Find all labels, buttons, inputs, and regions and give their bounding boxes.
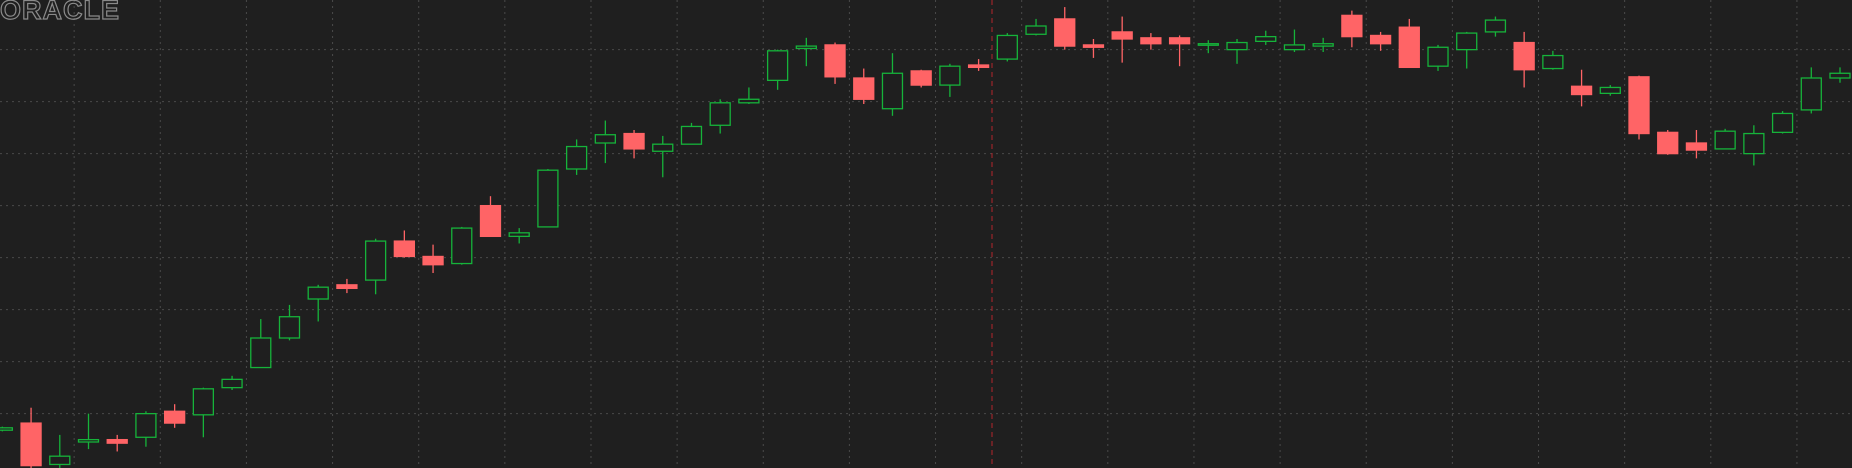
candle-body bbox=[106, 438, 128, 444]
candle-body bbox=[1829, 72, 1851, 79]
candle-body bbox=[1226, 41, 1248, 51]
candle-body bbox=[1599, 86, 1621, 95]
candle-body bbox=[1341, 14, 1363, 38]
candle-body bbox=[623, 132, 645, 150]
candle-body bbox=[1456, 32, 1478, 51]
candle-body bbox=[250, 337, 272, 369]
candle-body bbox=[1427, 46, 1449, 67]
candle-body bbox=[422, 255, 444, 266]
candle-body bbox=[1025, 25, 1047, 35]
candle-body bbox=[1657, 131, 1679, 155]
candle-body bbox=[364, 240, 387, 281]
candle-body bbox=[0, 427, 14, 431]
candle-body bbox=[49, 455, 71, 466]
candle-body bbox=[135, 412, 157, 438]
candle-body bbox=[910, 70, 932, 86]
candle-body bbox=[1369, 34, 1392, 45]
candle-body bbox=[1054, 18, 1076, 47]
candle-body bbox=[77, 438, 100, 443]
candle-body bbox=[565, 145, 588, 170]
candle-body bbox=[594, 134, 616, 144]
candle-body bbox=[709, 102, 731, 126]
candle-body bbox=[20, 422, 42, 467]
candle-body bbox=[1484, 19, 1507, 33]
candle-body bbox=[1312, 43, 1334, 47]
candle-body bbox=[1168, 37, 1191, 45]
candle-body bbox=[221, 378, 243, 389]
candle-body bbox=[278, 316, 301, 339]
candle-body bbox=[479, 204, 502, 238]
candle-body bbox=[766, 50, 789, 82]
candle-body bbox=[1570, 85, 1593, 96]
candle-body bbox=[652, 143, 674, 152]
candle-body bbox=[1628, 76, 1650, 135]
watermark: ORACLE bbox=[0, 0, 120, 25]
candle-body bbox=[795, 45, 817, 50]
candle-body bbox=[738, 98, 760, 104]
candle-body bbox=[1513, 41, 1535, 71]
candle-body bbox=[1255, 35, 1277, 43]
candle-body bbox=[537, 169, 559, 228]
candle-body bbox=[1111, 31, 1133, 40]
candle-body bbox=[967, 64, 990, 69]
candle-body bbox=[336, 284, 358, 290]
candle-body bbox=[163, 410, 186, 424]
candle-body bbox=[307, 286, 329, 300]
candle-body bbox=[1800, 77, 1822, 111]
candle-body bbox=[853, 77, 875, 100]
candle-body bbox=[881, 72, 904, 110]
candle-body bbox=[1771, 112, 1794, 134]
candle-body bbox=[1140, 37, 1162, 45]
candles bbox=[0, 7, 1851, 468]
candle-body bbox=[1714, 130, 1736, 150]
candle-body bbox=[1542, 54, 1564, 70]
candle-body bbox=[192, 388, 215, 416]
candle-body bbox=[1082, 44, 1105, 48]
candle-body bbox=[1398, 26, 1420, 69]
candle-body bbox=[680, 125, 703, 145]
candle-body bbox=[996, 34, 1018, 60]
candle-body bbox=[1197, 43, 1219, 46]
candle-body bbox=[939, 65, 961, 86]
candle-body bbox=[451, 227, 473, 265]
candle-body bbox=[393, 240, 415, 258]
candle-body bbox=[1685, 142, 1708, 151]
candle-body bbox=[508, 232, 530, 238]
candle-body bbox=[1283, 44, 1306, 51]
candle-body bbox=[1743, 132, 1765, 155]
candle-body bbox=[824, 44, 846, 78]
